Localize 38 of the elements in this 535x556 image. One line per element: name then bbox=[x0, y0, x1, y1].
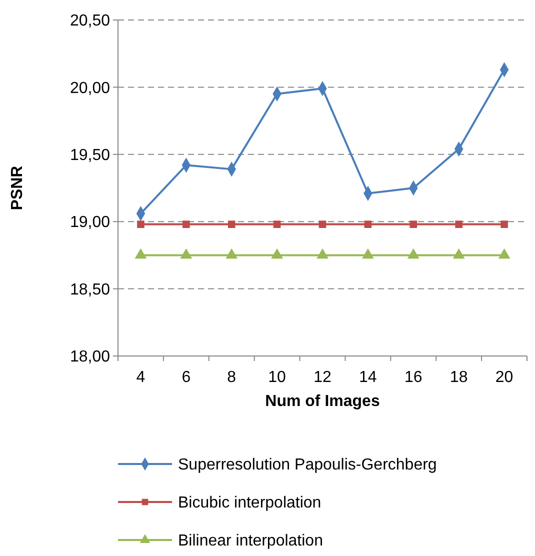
point bbox=[316, 248, 328, 259]
x-tick-label: 4 bbox=[136, 369, 146, 386]
point bbox=[455, 220, 462, 228]
x-tick-label: 16 bbox=[404, 369, 422, 386]
x-tick-label: 10 bbox=[268, 369, 286, 386]
point bbox=[362, 248, 374, 259]
y-tick-label: 20,50 bbox=[70, 12, 110, 30]
point bbox=[180, 248, 192, 259]
x-tick-label: 12 bbox=[314, 369, 332, 386]
point bbox=[364, 220, 372, 228]
point bbox=[318, 220, 326, 228]
x-tick-label: 20 bbox=[495, 369, 514, 386]
legend-label: Bilinear interpolation bbox=[178, 532, 323, 550]
x-axis-title: Num of Images bbox=[265, 393, 380, 410]
x-tick-label: 6 bbox=[182, 369, 191, 386]
point bbox=[182, 220, 190, 228]
legend-label: Superresolution Papoulis-Gerchberg bbox=[178, 456, 437, 474]
y-axis-title: PSNR bbox=[9, 165, 26, 210]
point bbox=[137, 220, 144, 228]
point bbox=[226, 248, 238, 259]
legend-label: Bicubic interpolation bbox=[178, 494, 322, 512]
point bbox=[500, 220, 508, 228]
x-tick-label: 8 bbox=[227, 369, 236, 386]
x-tick-label: 14 bbox=[359, 369, 377, 386]
point bbox=[228, 220, 236, 228]
y-tick-label: 19,50 bbox=[70, 147, 110, 164]
point bbox=[453, 248, 464, 259]
x-tick-label: 18 bbox=[450, 369, 468, 386]
point bbox=[410, 220, 418, 228]
point bbox=[408, 248, 419, 259]
y-tick-label: 19,00 bbox=[70, 214, 110, 232]
y-tick-label: 18,00 bbox=[70, 348, 110, 366]
point bbox=[498, 248, 510, 259]
point bbox=[271, 248, 283, 259]
y-tick-label: 18,50 bbox=[70, 281, 110, 298]
point bbox=[135, 248, 146, 259]
y-tick-label: 20,00 bbox=[70, 80, 110, 97]
point bbox=[273, 220, 281, 228]
